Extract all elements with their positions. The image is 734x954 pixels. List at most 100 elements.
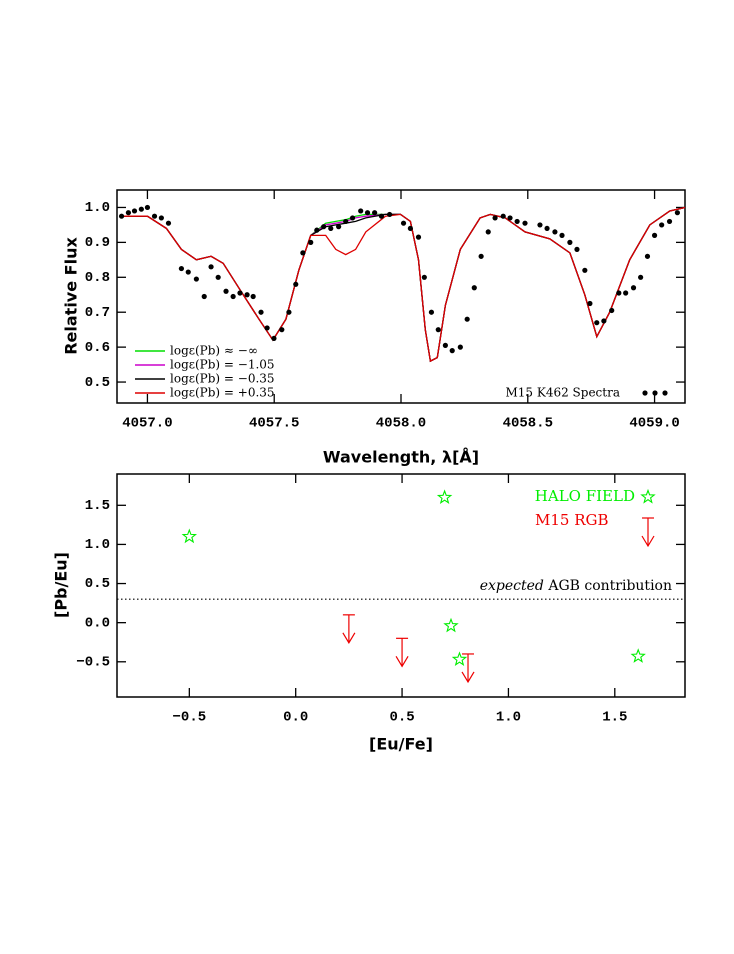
data-point xyxy=(364,210,371,216)
data-point xyxy=(308,239,314,245)
data-point xyxy=(178,265,185,272)
legend-label: M15 K462 Spectra xyxy=(506,386,621,400)
y-tick-label: 0.7 xyxy=(85,305,110,321)
data-point xyxy=(328,225,334,232)
legend-label: logε(Pb) = −0.35 xyxy=(170,372,275,386)
data-point xyxy=(537,222,543,228)
model-line xyxy=(119,206,686,363)
data-point xyxy=(507,215,513,221)
data-point xyxy=(343,218,349,225)
data-point xyxy=(144,204,151,211)
data-point xyxy=(386,211,393,218)
data-point xyxy=(616,290,622,296)
data-point xyxy=(659,222,665,228)
data-point xyxy=(574,246,580,252)
data-point xyxy=(244,292,250,298)
data-point xyxy=(428,309,435,315)
model-line xyxy=(119,206,686,363)
legend-marker xyxy=(640,488,656,504)
data-point xyxy=(264,325,270,331)
y-tick-label: 0.9 xyxy=(85,235,110,251)
y-tick-label: 0.0 xyxy=(85,615,110,631)
data-point xyxy=(125,210,132,216)
data-point xyxy=(358,208,364,214)
x-tick-label: −0.5 xyxy=(173,710,207,726)
data-point xyxy=(666,218,673,225)
annotation-italic: expected xyxy=(480,578,544,594)
annotation-text: AGB contribution xyxy=(547,578,672,594)
data-point xyxy=(601,318,607,324)
x-tick-label: 1.5 xyxy=(602,710,627,726)
upper-limit xyxy=(461,653,475,684)
legend-label: logε(Pb) ≈ −∞ xyxy=(170,344,258,358)
data-point xyxy=(609,307,615,314)
star-marker xyxy=(436,489,453,504)
data-point xyxy=(138,206,144,212)
data-point xyxy=(630,285,637,291)
data-point xyxy=(638,274,644,280)
data-point xyxy=(582,267,588,273)
data-point xyxy=(321,224,327,230)
data-point xyxy=(230,293,236,300)
data-point xyxy=(372,210,378,216)
limit-head xyxy=(461,671,475,684)
data-point xyxy=(271,335,277,342)
data-point xyxy=(594,320,600,326)
data-point xyxy=(442,342,448,348)
data-point xyxy=(644,253,651,259)
data-point xyxy=(552,229,558,235)
data-point xyxy=(300,250,306,256)
data-point xyxy=(286,309,292,315)
data-point xyxy=(492,215,498,221)
data-point xyxy=(158,215,164,221)
data-point xyxy=(457,344,463,350)
upper-limit xyxy=(342,614,356,645)
model-line xyxy=(119,206,686,363)
y-tick-label: 1.5 xyxy=(85,498,110,514)
x-axis-label: Wavelength, λ[Å] xyxy=(323,448,479,467)
data-point xyxy=(314,227,320,233)
data-point xyxy=(378,213,385,219)
limit-head xyxy=(641,535,655,548)
data-point xyxy=(151,213,158,219)
y-tick-label: 0.6 xyxy=(85,340,110,356)
data-point xyxy=(258,309,264,315)
annotation: expected AGB contribution xyxy=(480,578,672,594)
data-point xyxy=(407,225,413,232)
data-point xyxy=(623,290,629,296)
y-tick-label: 1.0 xyxy=(85,537,110,553)
data-point xyxy=(293,281,299,287)
legend-marker xyxy=(662,390,668,396)
legend-marker xyxy=(641,517,655,548)
y-axis-label: Relative Flux xyxy=(62,237,81,355)
data-point xyxy=(435,327,441,333)
y-axis-label: [Pb/Eu] xyxy=(52,552,71,618)
data-point xyxy=(544,225,550,232)
data-point xyxy=(500,213,506,219)
data-point xyxy=(522,220,528,226)
x-tick-label: 4058.5 xyxy=(503,416,553,432)
x-tick-label: 0.5 xyxy=(389,710,414,726)
x-tick-label: 1.0 xyxy=(496,710,521,726)
legend-label: logε(Pb) = +0.35 xyxy=(170,386,275,400)
data-point xyxy=(215,274,221,280)
legend-label: logε(Pb) = −1.05 xyxy=(170,358,275,372)
data-point xyxy=(559,232,565,238)
data-point xyxy=(421,274,427,280)
data-point xyxy=(471,285,477,291)
y-tick-label: 1.0 xyxy=(85,200,110,216)
model-line xyxy=(119,206,686,363)
star-marker xyxy=(443,617,459,633)
data-point xyxy=(464,316,470,322)
x-tick-label: 4057.0 xyxy=(122,416,172,432)
x-tick-label: 4059.0 xyxy=(629,416,679,432)
legend-label: HALO FIELD xyxy=(535,487,635,505)
y-tick-label: −0.5 xyxy=(76,654,110,670)
data-point xyxy=(349,215,356,221)
y-tick-label: 0.5 xyxy=(85,375,110,391)
data-point xyxy=(193,276,199,282)
data-point xyxy=(415,234,422,240)
data-point xyxy=(201,293,207,300)
data-point xyxy=(208,264,214,270)
